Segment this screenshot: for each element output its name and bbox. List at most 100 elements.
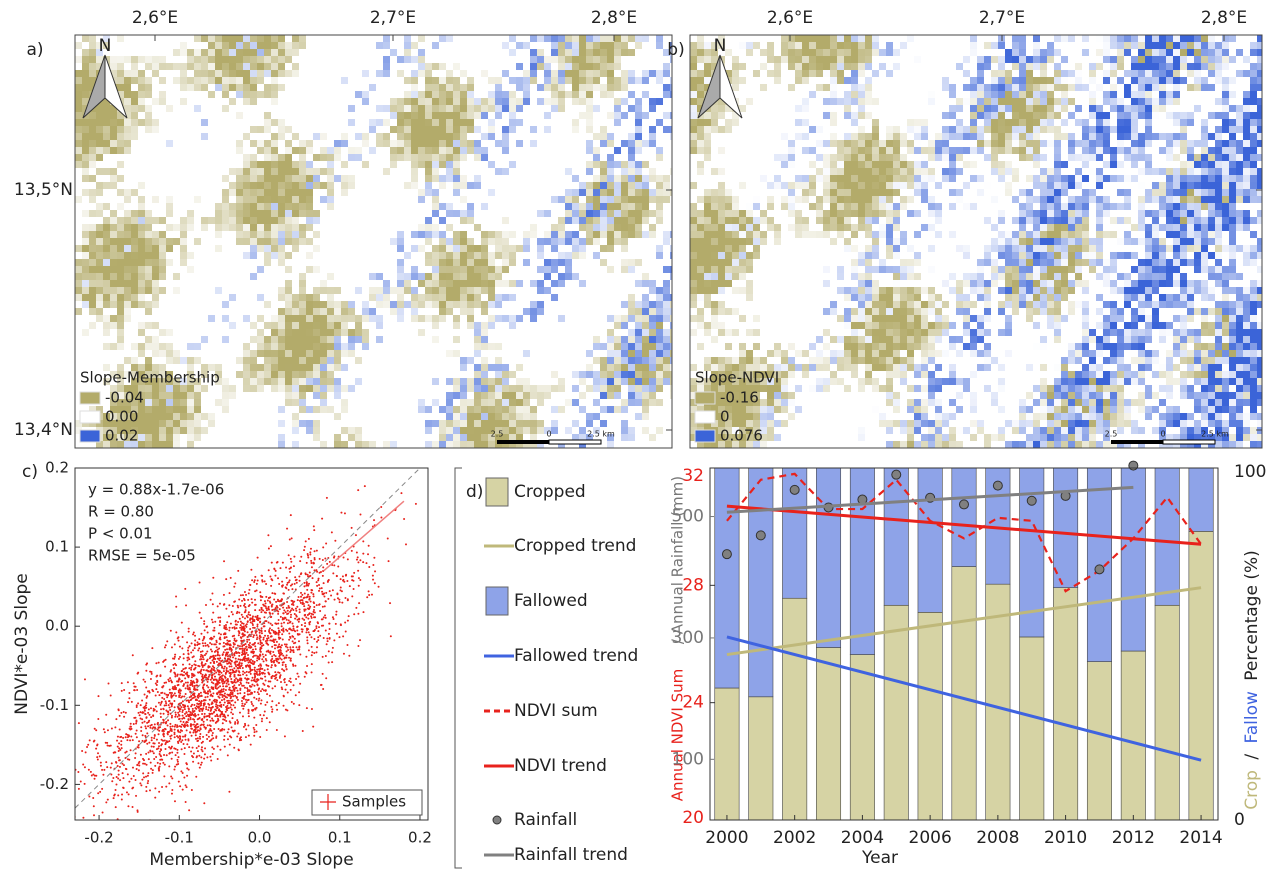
map-cell [949,343,956,350]
map-cell [697,91,704,98]
map-cell [816,35,823,42]
map-cell [355,357,362,364]
map-cell [1033,42,1040,49]
map-cell [823,329,830,336]
map-cell [663,70,670,77]
map-cell [732,287,739,294]
map-cell [949,161,956,168]
map-cell [138,182,145,189]
map-cell [166,259,173,266]
map-cell [229,385,236,392]
map-cell [614,357,621,364]
map-cell [851,35,858,42]
map-cell [537,98,544,105]
map-cell [257,56,264,63]
map-cell [823,49,830,56]
map-cell [921,168,928,175]
map-cell [781,399,788,406]
map-cell [1075,301,1082,308]
map-cell [145,413,152,420]
map-cell [474,280,481,287]
map-cell [593,147,600,154]
map-cell [1012,140,1019,147]
map-cell [131,245,138,252]
map-cell [593,413,600,420]
map-cell [1152,105,1159,112]
map-cell [446,147,453,154]
map-cell [607,434,614,441]
map-cell [1145,77,1152,84]
map-cell [844,112,851,119]
map-cell [257,196,264,203]
map-cell [82,161,89,168]
map-cell [914,175,921,182]
map-cell [1117,126,1124,133]
map-cell [1012,217,1019,224]
map-cell [760,427,767,434]
map-cell [977,322,984,329]
map-cell [439,308,446,315]
map-cell [1103,315,1110,322]
map-cell [690,434,697,441]
map-cell [732,364,739,371]
map-cell [998,287,1005,294]
map-cell [718,357,725,364]
map-cell [306,140,313,147]
map-cell [753,252,760,259]
map-cell [1103,420,1110,427]
map-cell [579,98,586,105]
map-cell [145,252,152,259]
map-cell [921,308,928,315]
map-cell [89,42,96,49]
map-cell [635,308,642,315]
map-cell [96,266,103,273]
map-cell [1061,266,1068,273]
map-cell [942,126,949,133]
map-cell [690,238,697,245]
map-cell [271,378,278,385]
map-cell [1033,98,1040,105]
map-cell [117,35,124,42]
map-cell [439,77,446,84]
map-cell [236,63,243,70]
map-cell [1068,98,1075,105]
map-cell [788,49,795,56]
map-cell [1068,245,1075,252]
map-cell [194,35,201,42]
map-cell [949,189,956,196]
map-cell [124,105,131,112]
map-cell [278,35,285,42]
map-cell [1096,231,1103,238]
map-cell [229,210,236,217]
map-cell [628,427,635,434]
map-cell [1033,126,1040,133]
map-cell [222,84,229,91]
map-cell [1040,273,1047,280]
map-cell [1061,385,1068,392]
map-cell [795,350,802,357]
map-cell [886,378,893,385]
map-cell [739,273,746,280]
map-cell [82,280,89,287]
map-cell [264,350,271,357]
map-cell [523,420,530,427]
map-cell [711,168,718,175]
map-cell [572,126,579,133]
map-cell [390,308,397,315]
map-cell [914,133,921,140]
map-cell [152,287,159,294]
map-cell [949,441,956,448]
map-cell [816,84,823,91]
map-cell [1068,420,1075,427]
map-cell [649,322,656,329]
panel-label: a) [26,40,43,60]
map-cell [725,70,732,77]
map-cell [1082,392,1089,399]
map-cell [460,301,467,308]
map-cell [858,133,865,140]
map-cell [656,385,663,392]
map-cell [614,315,621,322]
map-cell [488,119,495,126]
map-cell [809,189,816,196]
map-cell [397,308,404,315]
